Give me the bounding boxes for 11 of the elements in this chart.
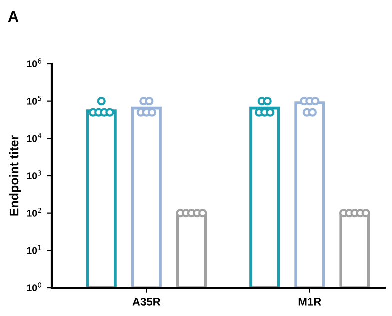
- chart-title: A: [8, 11, 19, 22]
- y-tick-label: 10$^{0}$: [27, 282, 42, 292]
- y-tick-label: 10$^{3}$: [27, 170, 42, 180]
- y-tick-label: 10$^{2}$: [27, 208, 42, 217]
- x-tick-label: A35R: [132, 298, 161, 306]
- y-axis-title: Endpoint titer: [10, 136, 22, 216]
- y-tick-label: 10$^{1}$: [27, 245, 42, 254]
- y-tick-label: 10$^{5}$: [27, 96, 42, 105]
- x-tick-label: M1R: [298, 298, 322, 306]
- y-tick-label: 10$^{4}$: [27, 133, 42, 142]
- y-tick-label: 10$^{6}$: [27, 58, 42, 68]
